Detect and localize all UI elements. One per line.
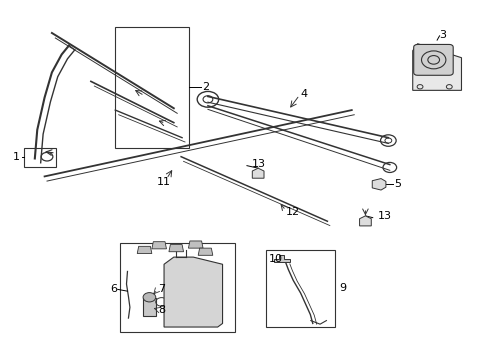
Circle shape (143, 293, 156, 302)
Bar (115, 27, 189, 148)
Text: 10: 10 (268, 254, 282, 264)
Text: 6: 6 (110, 284, 118, 294)
Bar (143, 298, 156, 316)
Polygon shape (412, 44, 461, 90)
Text: 13: 13 (251, 159, 265, 169)
Text: 1: 1 (13, 152, 20, 162)
Polygon shape (198, 248, 212, 255)
Polygon shape (371, 179, 385, 190)
Polygon shape (188, 241, 203, 248)
Polygon shape (273, 255, 289, 262)
FancyBboxPatch shape (413, 44, 452, 75)
Polygon shape (137, 246, 152, 253)
Text: 11: 11 (157, 177, 170, 187)
Polygon shape (359, 216, 370, 226)
Bar (120, 243, 234, 332)
Polygon shape (152, 242, 166, 249)
Text: 5: 5 (393, 179, 400, 189)
Bar (24, 148, 56, 167)
Polygon shape (252, 168, 264, 178)
Text: 4: 4 (300, 89, 307, 99)
Text: 9: 9 (339, 283, 346, 293)
Circle shape (446, 85, 451, 89)
Text: 7: 7 (158, 284, 165, 294)
Text: 2: 2 (202, 82, 209, 92)
Text: 8: 8 (158, 305, 165, 315)
Bar (266, 250, 334, 327)
Text: 3: 3 (439, 30, 446, 40)
Polygon shape (163, 257, 222, 327)
Text: 12: 12 (285, 207, 300, 217)
Polygon shape (168, 244, 183, 252)
Circle shape (416, 85, 422, 89)
Text: 13: 13 (377, 211, 391, 221)
